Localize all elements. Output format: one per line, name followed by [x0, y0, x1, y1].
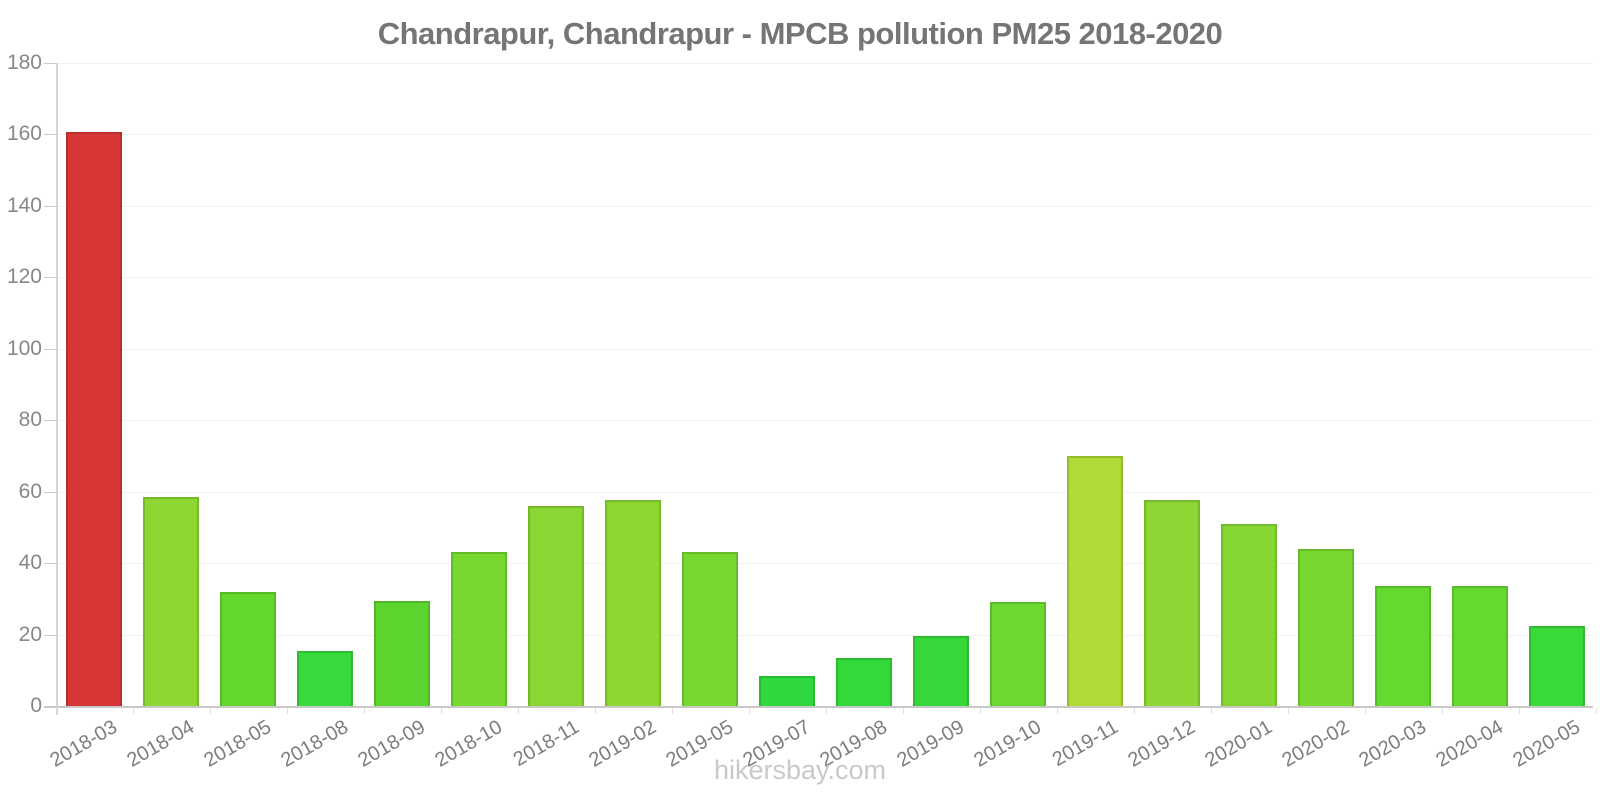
- x-axis-tick-2018-09: [364, 708, 365, 714]
- x-axis-tick-2020-01: [1211, 708, 1212, 714]
- y-axis-tick-160: [44, 134, 57, 135]
- x-axis-tick-2018-11: [518, 708, 519, 714]
- y-tick-label-100: 100: [6, 337, 42, 360]
- x-axis-tick-2018-05: [210, 708, 211, 714]
- y-axis-tick-180: [44, 63, 57, 64]
- bar-2018-08[interactable]: [297, 651, 353, 706]
- y-tick-label-120: 120: [6, 265, 42, 288]
- x-axis-tick-2018-08: [287, 708, 288, 714]
- y-axis-tick-20: [44, 635, 57, 636]
- bar-2019-07[interactable]: [759, 676, 815, 706]
- x-axis-tick-end: [1596, 708, 1597, 714]
- x-axis-tick-2018-04: [133, 708, 134, 714]
- bar-2018-10[interactable]: [451, 552, 507, 706]
- bar-2018-09[interactable]: [374, 601, 430, 706]
- bar-2019-12[interactable]: [1144, 500, 1200, 706]
- bar-2020-04[interactable]: [1452, 586, 1508, 706]
- bar-2019-09[interactable]: [913, 636, 969, 706]
- y-axis-tick-80: [44, 420, 57, 421]
- y-tick-label-80: 80: [18, 408, 42, 431]
- gridline-y-120: [57, 277, 1593, 278]
- y-tick-label-0: 0: [30, 694, 42, 717]
- y-axis-line: [56, 63, 58, 715]
- y-tick-label-20: 20: [18, 623, 42, 646]
- bar-2020-05[interactable]: [1529, 626, 1585, 706]
- bar-2019-05[interactable]: [682, 552, 738, 706]
- x-axis-tick-2018-10: [441, 708, 442, 714]
- bar-2020-02[interactable]: [1298, 549, 1354, 706]
- x-axis-tick-2019-12: [1134, 708, 1135, 714]
- x-axis-tick-2020-05: [1519, 708, 1520, 714]
- gridline-y-140: [57, 206, 1593, 207]
- x-axis-tick-2020-03: [1365, 708, 1366, 714]
- x-axis-tick-2020-02: [1288, 708, 1289, 714]
- gridline-y-20: [57, 635, 1593, 636]
- x-axis-tick-2019-08: [826, 708, 827, 714]
- gridline-y-40: [57, 563, 1593, 564]
- y-axis-tick-100: [44, 349, 57, 350]
- y-tick-label-180: 180: [6, 51, 42, 74]
- gridline-y-100: [57, 349, 1593, 350]
- bar-2019-11[interactable]: [1067, 456, 1123, 706]
- y-tick-label-40: 40: [18, 551, 42, 574]
- bar-2018-04[interactable]: [143, 497, 199, 706]
- bar-2019-02[interactable]: [605, 500, 661, 706]
- bar-2018-11[interactable]: [528, 506, 584, 706]
- x-axis-tick-2019-05: [672, 708, 673, 714]
- bar-2018-03[interactable]: [66, 132, 122, 706]
- y-axis-tick-40: [44, 563, 57, 564]
- y-axis-tick-60: [44, 492, 57, 493]
- bar-2020-01[interactable]: [1221, 524, 1277, 706]
- x-axis-line: [44, 706, 1593, 708]
- bar-2018-05[interactable]: [220, 592, 276, 706]
- x-axis-tick-2019-07: [749, 708, 750, 714]
- x-axis-tick-2019-10: [980, 708, 981, 714]
- x-axis-tick-2019-09: [903, 708, 904, 714]
- y-axis-tick-140: [44, 206, 57, 207]
- footer-credit: hikersbay.com: [713, 755, 887, 785]
- x-axis-tick-2019-02: [595, 708, 596, 714]
- bar-2020-03[interactable]: [1375, 586, 1431, 706]
- gridline-y-160: [57, 134, 1593, 135]
- x-axis-tick-2018-03: [56, 708, 57, 714]
- y-axis-tick-120: [44, 277, 57, 278]
- gridline-y-60: [57, 492, 1593, 493]
- bar-2019-10[interactable]: [990, 602, 1046, 706]
- x-axis-tick-2020-04: [1442, 708, 1443, 714]
- bar-2019-08[interactable]: [836, 658, 892, 706]
- chart-title: Chandrapur, Chandrapur - MPCB pollution …: [377, 16, 1223, 51]
- gridline-y-180: [57, 63, 1593, 64]
- gridline-y-80: [57, 420, 1593, 421]
- y-tick-label-140: 140: [6, 194, 42, 217]
- x-axis-tick-2019-11: [1057, 708, 1058, 714]
- y-tick-label-160: 160: [6, 122, 42, 145]
- y-tick-label-60: 60: [18, 480, 42, 503]
